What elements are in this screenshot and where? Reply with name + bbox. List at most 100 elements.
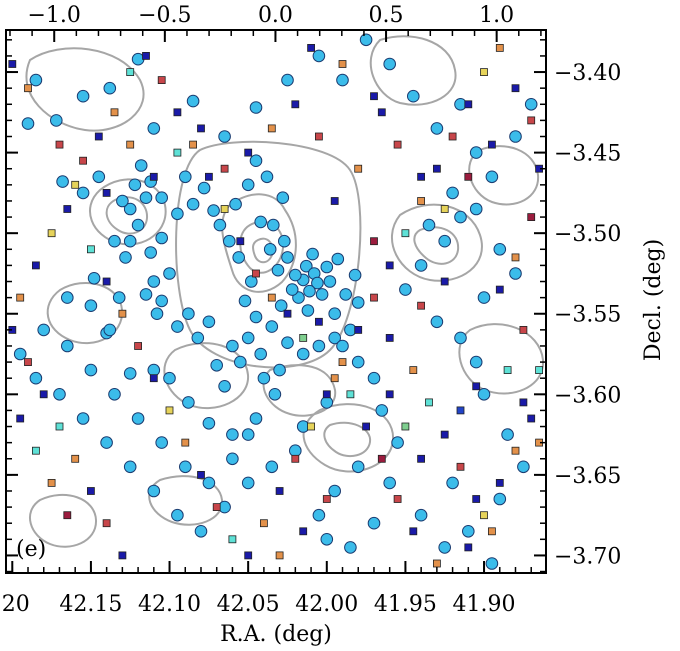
galaxy-circle-marker bbox=[13, 347, 27, 361]
galaxy-square-marker bbox=[385, 261, 394, 270]
galaxy-circle-marker bbox=[289, 268, 302, 282]
galaxy-circle-marker bbox=[306, 247, 319, 261]
galaxy-square-marker bbox=[511, 253, 520, 262]
galaxy-circle-marker bbox=[226, 339, 239, 353]
galaxy-circle-marker bbox=[359, 33, 373, 47]
galaxy-square-marker bbox=[377, 454, 386, 463]
galaxy-square-marker bbox=[220, 205, 229, 213]
galaxy-circle-marker bbox=[328, 307, 342, 321]
contour-core-inner bbox=[252, 237, 274, 264]
galaxy-circle-marker bbox=[320, 260, 334, 274]
galaxy-circle-marker bbox=[226, 428, 239, 441]
galaxy-circle-marker bbox=[76, 89, 90, 103]
x-tick-label: 42.15 bbox=[59, 592, 122, 617]
galaxy-square-marker bbox=[464, 543, 473, 552]
axis-ticks bbox=[6, 30, 546, 573]
galaxy-circle-marker bbox=[469, 355, 483, 369]
contour-west-inner bbox=[105, 196, 149, 235]
galaxy-circle-marker bbox=[281, 73, 294, 87]
galaxy-circle-marker bbox=[285, 283, 299, 296]
axis-tick-labels: .20 42.15 42.10 42.05 42.00 41.95 41.90 −1.0 −0.… bbox=[0, 3, 621, 617]
galaxy-circle-marker bbox=[249, 412, 263, 425]
galaxy-circle-marker bbox=[414, 508, 428, 522]
galaxy-square-marker bbox=[244, 148, 253, 157]
galaxy-circle-marker bbox=[517, 460, 530, 474]
galaxy-square-marker bbox=[527, 213, 536, 222]
galaxy-square-marker bbox=[197, 124, 205, 133]
galaxy-circle-marker bbox=[265, 460, 279, 474]
galaxy-square-marker bbox=[126, 68, 135, 76]
galaxy-square-marker bbox=[63, 205, 72, 213]
galaxy-circle-marker bbox=[232, 251, 245, 264]
galaxy-circle-marker bbox=[367, 516, 381, 530]
y-tick-label: −3.50 bbox=[554, 222, 621, 247]
galaxy-square-marker bbox=[480, 511, 488, 520]
galaxy-square-marker bbox=[370, 237, 378, 246]
galaxy-circle-marker bbox=[454, 210, 467, 224]
x-tick-label: 41.90 bbox=[453, 592, 516, 617]
galaxy-square-marker bbox=[322, 390, 331, 399]
galaxy-circle-marker bbox=[191, 331, 205, 345]
galaxy-circle-marker bbox=[296, 347, 310, 361]
contour-south-center bbox=[262, 364, 337, 417]
galaxy-circle-marker bbox=[123, 460, 137, 474]
galaxy-circle-marker bbox=[249, 154, 263, 167]
galaxy-square-marker bbox=[401, 422, 410, 431]
galaxy-circle-marker bbox=[276, 191, 290, 204]
galaxy-circle-marker bbox=[501, 428, 514, 441]
galaxy-circle-marker bbox=[171, 320, 184, 333]
galaxy-square-marker bbox=[338, 60, 347, 68]
galaxy-circle-marker bbox=[238, 294, 252, 308]
galaxy-circle-marker bbox=[422, 218, 436, 232]
contour-west-outer bbox=[89, 178, 167, 246]
galaxy-square-marker bbox=[409, 366, 418, 375]
galaxy-square-marker bbox=[55, 422, 64, 431]
galaxy-square-marker bbox=[236, 237, 245, 246]
galaxy-circle-marker bbox=[128, 178, 142, 192]
galaxy-circle-marker bbox=[509, 130, 522, 143]
galaxy-circle-marker bbox=[147, 122, 161, 135]
galaxy-square-marker bbox=[417, 454, 426, 463]
galaxy-square-marker bbox=[71, 454, 80, 463]
galaxy-square-marker bbox=[385, 333, 394, 342]
galaxy-circle-marker bbox=[194, 525, 208, 538]
galaxy-circle-marker bbox=[336, 339, 349, 353]
galaxy-square-marker bbox=[346, 390, 355, 399]
galaxy-circle-marker bbox=[144, 246, 157, 259]
galaxy-square-marker bbox=[204, 172, 213, 181]
galaxy-circle-marker bbox=[320, 533, 334, 546]
galaxy-square-marker bbox=[47, 478, 56, 487]
y-tick-label: −3.55 bbox=[554, 303, 621, 328]
galaxy-circle-marker bbox=[241, 476, 255, 490]
galaxy-circle-marker bbox=[267, 218, 280, 232]
galaxy-circle-marker bbox=[438, 234, 452, 248]
galaxy-square-marker bbox=[519, 325, 528, 334]
galaxy-circle-marker bbox=[197, 181, 211, 195]
x-axis-title: R.A. (deg) bbox=[220, 622, 332, 647]
galaxy-square-marker bbox=[275, 551, 284, 560]
galaxy-circle-marker bbox=[171, 508, 184, 522]
galaxy-square-marker bbox=[94, 132, 103, 141]
galaxy-circle-marker bbox=[147, 363, 161, 377]
galaxy-square-marker bbox=[480, 68, 488, 76]
galaxy-square-marker bbox=[440, 277, 449, 286]
galaxy-square-marker bbox=[149, 374, 158, 383]
galaxy-square-marker bbox=[511, 446, 520, 455]
galaxy-circle-marker bbox=[155, 294, 168, 308]
galaxy-circle-marker bbox=[207, 204, 220, 217]
galaxy-circle-marker bbox=[274, 299, 288, 313]
galaxy-circle-marker bbox=[391, 436, 404, 449]
galaxy-square-marker bbox=[377, 108, 386, 117]
galaxy-square-marker bbox=[189, 140, 198, 149]
galaxy-circle-marker bbox=[119, 251, 132, 264]
y-tick-label: −3.60 bbox=[554, 383, 621, 408]
galaxy-circle-marker bbox=[254, 215, 268, 229]
galaxy-square-marker bbox=[24, 84, 32, 93]
galaxy-square-marker bbox=[8, 60, 17, 68]
galaxy-circle-marker bbox=[331, 252, 345, 266]
galaxy-circle-marker bbox=[265, 320, 279, 333]
galaxy-square-marker bbox=[252, 269, 260, 278]
galaxy-square-marker bbox=[102, 519, 111, 528]
galaxy-circle-marker bbox=[351, 296, 365, 309]
galaxy-circle-marker bbox=[260, 170, 274, 184]
